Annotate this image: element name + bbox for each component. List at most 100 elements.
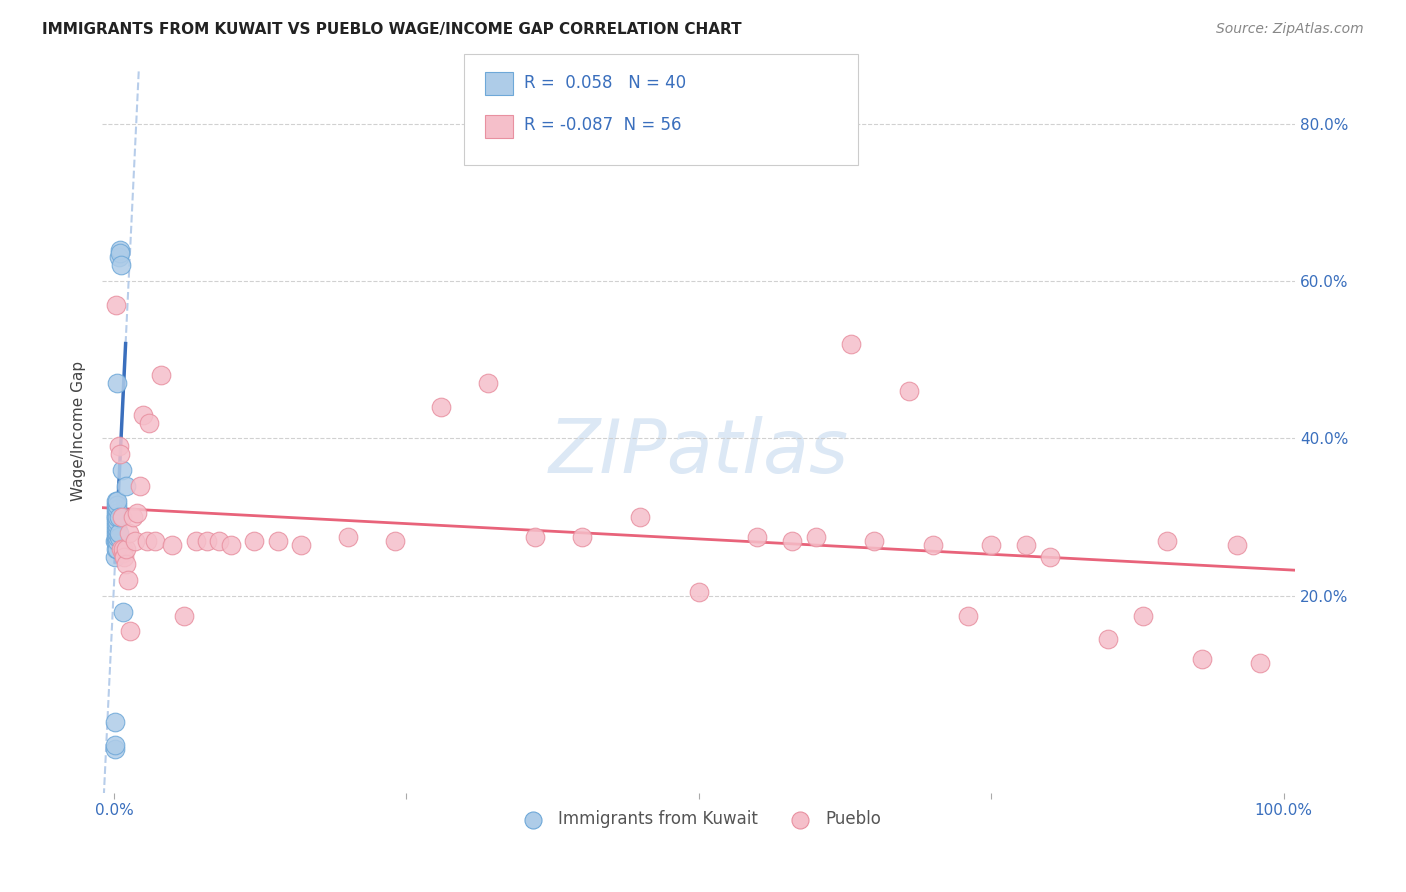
Point	[105, 514, 128, 528]
Text: R = -0.087  N = 56: R = -0.087 N = 56	[524, 116, 682, 134]
Point	[107, 510, 129, 524]
Point	[524, 530, 547, 544]
Point	[114, 541, 136, 556]
Point	[112, 605, 135, 619]
Point	[110, 258, 132, 272]
Point	[782, 533, 804, 548]
Point	[107, 525, 129, 540]
Point	[921, 538, 943, 552]
Point	[898, 384, 921, 399]
Point	[132, 408, 155, 422]
Point	[1156, 533, 1178, 548]
Point	[1132, 608, 1154, 623]
Point	[128, 478, 150, 492]
Point	[104, 549, 127, 564]
Point	[107, 251, 129, 265]
Point	[138, 416, 160, 430]
Point	[105, 506, 128, 520]
Point	[107, 494, 129, 508]
Point	[290, 538, 312, 552]
Point	[107, 533, 129, 548]
Point	[105, 502, 128, 516]
Point	[108, 246, 131, 260]
Point	[104, 714, 127, 729]
Text: ZIPatlas: ZIPatlas	[548, 417, 849, 488]
Point	[173, 608, 195, 623]
Point	[104, 533, 127, 548]
Point	[105, 533, 128, 548]
Point	[105, 525, 128, 540]
Text: R =  0.058   N = 40: R = 0.058 N = 40	[524, 74, 686, 92]
Point	[1249, 656, 1271, 670]
Point	[980, 538, 1002, 552]
Point	[105, 298, 128, 312]
Point	[107, 499, 129, 513]
Point	[105, 530, 128, 544]
Point	[107, 502, 129, 516]
Point	[107, 525, 129, 540]
Point	[1226, 538, 1249, 552]
Point	[267, 533, 290, 548]
Point	[105, 499, 128, 513]
Point	[219, 538, 242, 552]
Point	[839, 337, 862, 351]
Point	[105, 494, 128, 508]
Point	[104, 739, 127, 753]
Point	[149, 368, 172, 383]
Point	[747, 530, 769, 544]
Point	[1097, 632, 1119, 647]
Legend: Immigrants from Kuwait, Pueblo: Immigrants from Kuwait, Pueblo	[510, 804, 887, 835]
Point	[105, 541, 128, 556]
Point	[108, 243, 131, 257]
Point	[107, 522, 129, 536]
Point	[107, 510, 129, 524]
Point	[688, 585, 710, 599]
Point	[208, 533, 231, 548]
Point	[107, 518, 129, 533]
Point	[243, 533, 266, 548]
Point	[127, 506, 149, 520]
Y-axis label: Wage/Income Gap: Wage/Income Gap	[72, 360, 86, 500]
Text: Source: ZipAtlas.com: Source: ZipAtlas.com	[1216, 22, 1364, 37]
Point	[107, 541, 129, 556]
Point	[571, 530, 593, 544]
Point	[107, 439, 129, 453]
Point	[628, 510, 651, 524]
Point	[336, 530, 359, 544]
Point	[114, 558, 136, 572]
Point	[184, 533, 207, 548]
Point	[384, 533, 406, 548]
Point	[110, 541, 132, 556]
Point	[107, 530, 129, 544]
Point	[121, 510, 143, 524]
Point	[118, 525, 141, 540]
Point	[114, 549, 136, 564]
Point	[197, 533, 219, 548]
Point	[107, 376, 129, 391]
Point	[430, 400, 453, 414]
Point	[111, 463, 134, 477]
Point	[105, 522, 128, 536]
Point	[114, 478, 136, 492]
Point	[1015, 538, 1038, 552]
Point	[107, 530, 129, 544]
Point	[477, 376, 499, 391]
Point	[105, 518, 128, 533]
Point	[104, 742, 127, 756]
Point	[117, 573, 139, 587]
Point	[804, 530, 827, 544]
Point	[124, 533, 146, 548]
Point	[111, 510, 134, 524]
Point	[112, 545, 135, 559]
Point	[1191, 652, 1213, 666]
Point	[107, 514, 129, 528]
Point	[162, 538, 184, 552]
Point	[956, 608, 979, 623]
Point	[105, 510, 128, 524]
Point	[112, 541, 135, 556]
Text: IMMIGRANTS FROM KUWAIT VS PUEBLO WAGE/INCOME GAP CORRELATION CHART: IMMIGRANTS FROM KUWAIT VS PUEBLO WAGE/IN…	[42, 22, 742, 37]
Point	[135, 533, 157, 548]
Point	[1039, 549, 1062, 564]
Point	[105, 510, 128, 524]
Point	[863, 533, 886, 548]
